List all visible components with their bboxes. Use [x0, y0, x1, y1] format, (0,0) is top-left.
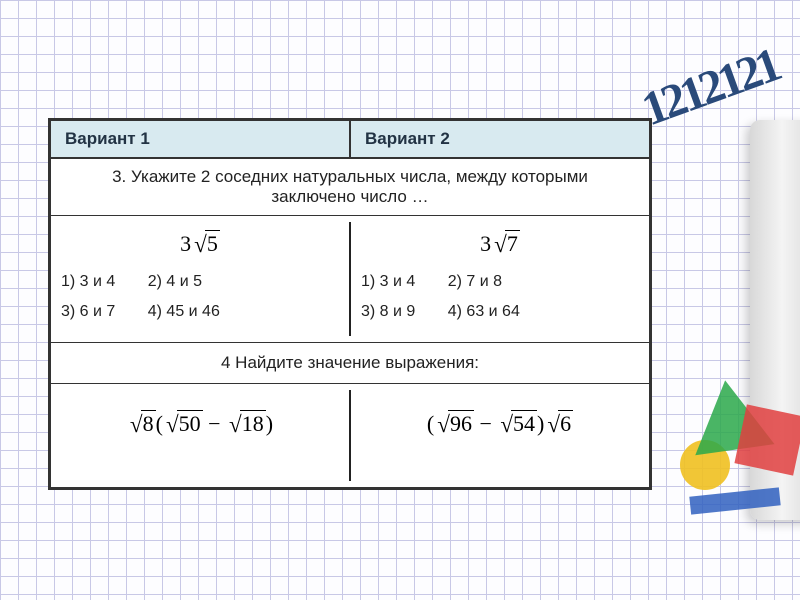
- decorative-sidebar: 1212121: [660, 40, 800, 560]
- answer-option: 2) 7 и 8: [448, 267, 502, 297]
- sqrt-icon: 6: [544, 410, 573, 437]
- task4-variant2: (96 − 54)6: [351, 384, 649, 487]
- decorative-square: [734, 404, 800, 475]
- task4-body: 8(50 − 18) (96 − 54)6: [50, 384, 650, 488]
- sqrt-icon: 96: [434, 410, 474, 437]
- task3-prompt-line2: заключено число …: [63, 187, 637, 207]
- table-header-row: Вариант 1 Вариант 2: [50, 120, 650, 158]
- task3-v1-answers: 1) 3 и 4 2) 4 и 5 3) 6 и 7 4) 45 и 46: [57, 267, 343, 328]
- task3-v2-answers: 1) 3 и 4 2) 7 и 8 3) 8 и 9 4) 63 и 64: [357, 267, 643, 328]
- task4-prompt: 4 Найдите значение выражения:: [50, 342, 650, 384]
- sqrt-icon: 50: [163, 410, 203, 437]
- task3-variant1: 35 1) 3 и 4 2) 4 и 5 3) 6 и 7 4) 45 и 46: [51, 216, 349, 342]
- worksheet-table: Вариант 1 Вариант 2 3. Укажите 2 соседни…: [48, 118, 652, 490]
- sqrt-icon: 54: [497, 410, 537, 437]
- task3-v2-expression: 37: [357, 230, 643, 257]
- answer-option: 1) 3 и 4: [61, 267, 115, 297]
- task4-v2-expression: (96 − 54)6: [359, 410, 641, 437]
- answer-option: 1) 3 и 4: [361, 267, 415, 297]
- sqrt-icon: 18: [226, 410, 266, 437]
- task3-v1-expression: 35: [57, 230, 343, 257]
- sqrt-icon: 8: [127, 410, 156, 437]
- header-variant-1: Вариант 1: [50, 120, 350, 158]
- task3-prompt-line1: 3. Укажите 2 соседних натуральных числа,…: [63, 167, 637, 187]
- sqrt-icon: 5: [191, 230, 220, 257]
- answer-option: 4) 63 и 64: [448, 297, 520, 327]
- task3-variant2: 37 1) 3 и 4 2) 7 и 8 3) 8 и 9 4) 63 и 64: [351, 216, 649, 342]
- coef: 3: [480, 231, 491, 256]
- answer-option: 3) 6 и 7: [61, 297, 115, 327]
- header-variant-2: Вариант 2: [350, 120, 650, 158]
- task3-prompt: 3. Укажите 2 соседних натуральных числа,…: [50, 158, 650, 216]
- answer-option: 4) 45 и 46: [148, 297, 220, 327]
- task3-body: 35 1) 3 и 4 2) 4 и 5 3) 6 и 7 4) 45 и 46…: [50, 216, 650, 342]
- task4-variant1: 8(50 − 18): [51, 384, 349, 487]
- coef: 3: [180, 231, 191, 256]
- answer-option: 2) 4 и 5: [148, 267, 202, 297]
- task4-v1-expression: 8(50 − 18): [59, 410, 341, 437]
- answer-option: 3) 8 и 9: [361, 297, 415, 327]
- sqrt-icon: 7: [491, 230, 520, 257]
